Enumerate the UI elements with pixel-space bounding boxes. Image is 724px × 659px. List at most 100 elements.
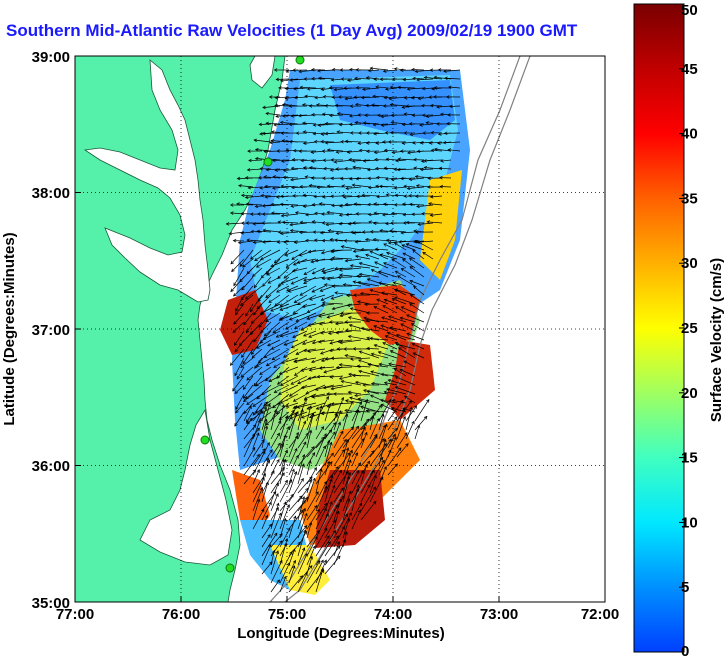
vector-arrowhead: [422, 131, 426, 135]
velocity-vector: [360, 434, 378, 458]
vector-arrowhead: [324, 121, 329, 126]
vector-arrowhead: [262, 283, 266, 287]
vector-arrowhead: [230, 288, 234, 293]
velocity-vector: [301, 384, 317, 389]
vector-arrowhead: [413, 166, 417, 170]
vector-arrowhead: [330, 158, 334, 162]
vector-arrowhead: [281, 220, 286, 225]
velocity-vector: [329, 339, 344, 344]
velocity-vector: [325, 132, 344, 135]
vector-arrowhead: [257, 176, 262, 180]
velocity-vector: [260, 186, 272, 189]
velocity-vector: [246, 321, 254, 333]
vector-arrowhead: [447, 148, 452, 152]
velocity-vector: [350, 357, 371, 360]
vector-arrowhead: [292, 262, 297, 266]
vector-arrowhead: [281, 466, 285, 471]
velocity-vector: [306, 505, 318, 521]
vector-arrowhead: [242, 264, 246, 268]
vector-arrowhead: [347, 390, 352, 395]
vector-arrowhead: [329, 461, 333, 465]
vector-arrowhead: [262, 450, 266, 455]
vector-arrowhead: [330, 194, 334, 199]
velocity-vector: [386, 158, 398, 161]
vector-arrowhead: [374, 247, 379, 251]
vector-arrowhead: [332, 431, 336, 436]
velocity-vector: [352, 375, 371, 377]
vector-arrowhead: [283, 575, 287, 580]
velocity-vector: [280, 330, 299, 337]
vector-arrowhead: [266, 442, 270, 446]
velocity-vector: [401, 268, 416, 278]
vector-arrowhead: [357, 397, 362, 401]
velocity-vector: [396, 432, 408, 449]
vector-arrowhead: [387, 378, 392, 383]
vector-arrowhead: [341, 449, 345, 453]
vector-arrowhead: [380, 372, 385, 377]
velocity-vector: [379, 185, 398, 188]
vector-arrowhead: [409, 266, 414, 270]
velocity-vector: [280, 185, 299, 188]
velocity-vector: [265, 411, 281, 426]
velocity-vector: [385, 177, 398, 180]
vector-arrowhead: [414, 230, 419, 234]
vector-arrowhead: [365, 149, 370, 154]
velocity-vector: [297, 508, 306, 530]
velocity-vector: [324, 555, 341, 575]
vector-arrowhead: [329, 257, 333, 262]
velocity-vector: [376, 177, 389, 179]
velocity-vector: [312, 339, 326, 344]
vector-arrowhead: [236, 375, 240, 380]
vector-arrowhead: [423, 165, 428, 170]
vector-arrowhead: [323, 433, 327, 437]
vector-arrowhead: [404, 432, 408, 436]
vector-arrowhead: [234, 348, 238, 353]
vector-arrowhead: [397, 85, 401, 90]
vector-arrowhead: [348, 67, 353, 72]
velocity-vector: [324, 504, 339, 530]
velocity-vector: [360, 486, 376, 512]
velocity-vector: [243, 312, 254, 326]
velocity-vector: [320, 348, 335, 355]
velocity-vector: [402, 258, 416, 269]
vector-arrowhead: [378, 404, 382, 409]
velocity-vector: [402, 203, 416, 206]
vector-arrowhead: [320, 139, 324, 144]
velocity-vector: [315, 481, 327, 503]
vector-arrowhead: [302, 204, 307, 208]
vector-arrowhead: [338, 410, 342, 414]
velocity-vector: [318, 312, 335, 317]
vector-arrowhead: [277, 230, 282, 234]
vector-arrowhead: [292, 334, 296, 339]
velocity-vector: [294, 96, 308, 99]
vector-arrowhead: [369, 336, 373, 341]
colorbar-tick-label: 5: [681, 579, 689, 596]
velocity-vector: [279, 576, 287, 593]
velocity-vector: [243, 469, 256, 485]
vector-arrowhead: [324, 131, 329, 136]
velocity-vector: [339, 375, 353, 380]
velocity-vector: [240, 231, 254, 234]
velocity-vector: [349, 123, 362, 125]
vector-arrowhead: [244, 296, 249, 300]
vector-arrowhead: [311, 289, 316, 293]
vector-arrowhead: [270, 263, 275, 268]
velocity-vector: [291, 249, 308, 260]
vector-arrowhead: [261, 508, 265, 513]
velocity-vector: [367, 278, 389, 287]
vector-arrowhead: [279, 533, 283, 537]
vector-arrowhead: [298, 149, 302, 153]
velocity-vector: [274, 249, 290, 264]
vector-arrowhead: [340, 140, 344, 144]
vector-arrowhead: [408, 177, 413, 182]
vector-arrowhead: [318, 322, 323, 326]
vector-arrowhead: [281, 139, 285, 143]
velocity-vector: [303, 194, 317, 197]
colorbar-tick-label: 50: [681, 2, 698, 19]
velocity-vector: [270, 409, 277, 431]
velocity-vector: [322, 113, 335, 116]
vector-arrowhead: [348, 459, 352, 463]
velocity-vector: [306, 312, 326, 320]
vector-arrowhead: [303, 77, 307, 81]
velocity-vector: [266, 267, 281, 276]
